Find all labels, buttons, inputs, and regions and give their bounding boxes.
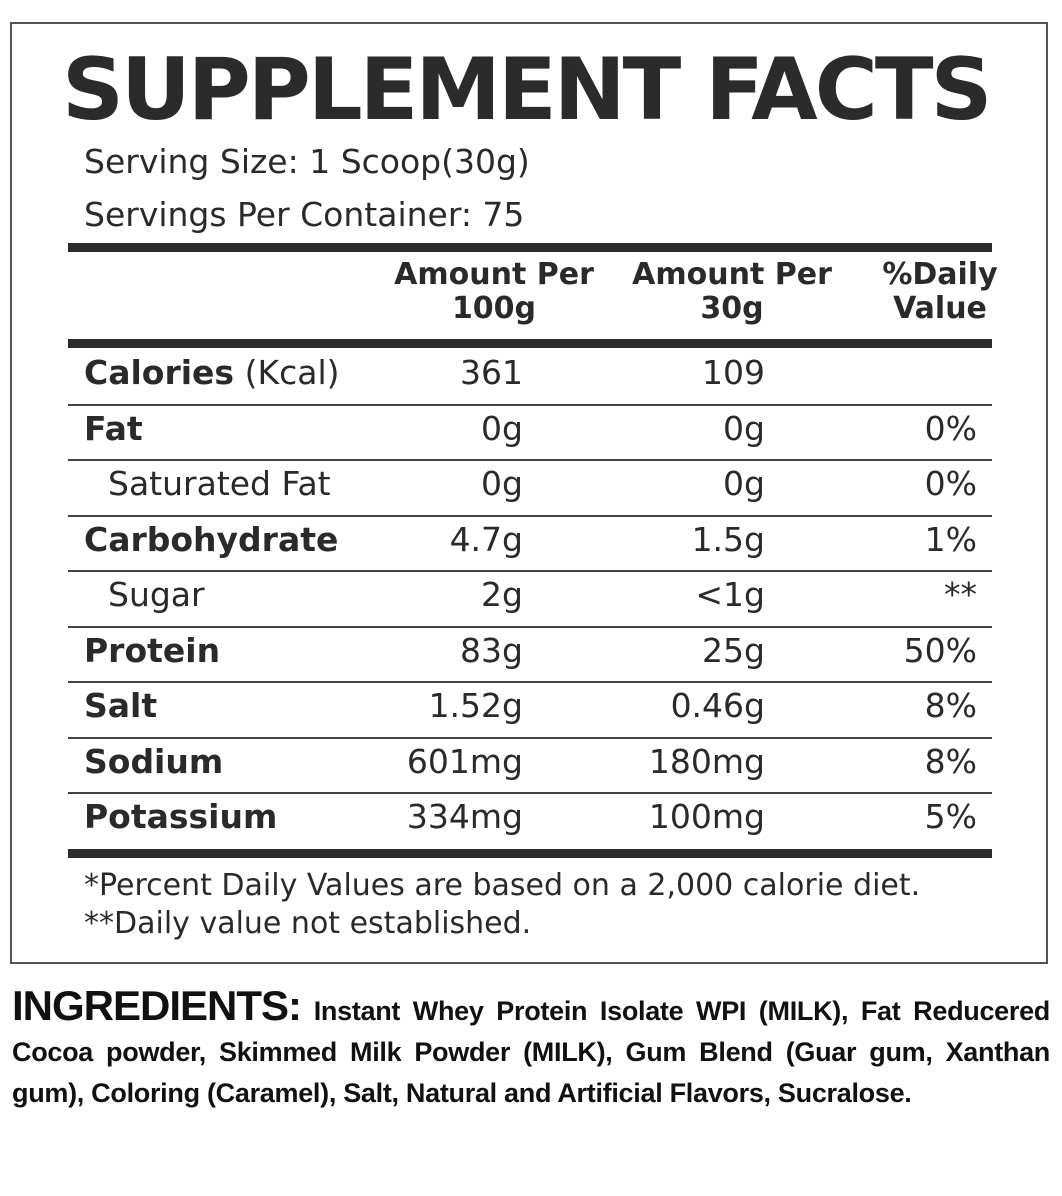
cell-value: 0%: [924, 408, 977, 448]
row-divider: [68, 459, 992, 461]
cell-value: 4.7g: [449, 519, 523, 559]
nutrient-name: Protein: [84, 630, 221, 670]
column-header-line: Amount Per: [632, 257, 832, 292]
nutrient-name: Carbohydrate: [84, 519, 339, 559]
row-label: Salt: [84, 686, 157, 726]
cell-value: 0g: [481, 408, 523, 448]
cell-value: 0g: [481, 464, 523, 503]
cell-value: 1.52g: [428, 686, 523, 725]
column-header: %Daily Value: [830, 258, 1050, 326]
column-header-line: Value: [893, 291, 987, 326]
cell-value: 334mg: [406, 797, 523, 836]
facts-panel: [10, 22, 1048, 964]
cell-value: 1.5g: [691, 519, 765, 559]
row-label: Sugar: [108, 575, 205, 615]
row-divider: [68, 792, 992, 794]
thick-rule: [68, 243, 992, 252]
row-divider: [68, 625, 992, 628]
row-label: Carbohydrate: [84, 520, 338, 560]
row-divider: [68, 681, 992, 683]
thick-rule: [68, 339, 992, 348]
nutrient-unit: (Kcal): [244, 353, 340, 392]
servings-per-container: Servings Per Container: 75: [84, 195, 525, 234]
serving-size: Serving Size: 1 Scoop(30g): [84, 142, 530, 181]
row-label: Protein: [84, 631, 220, 671]
column-header-line: 100g: [451, 291, 537, 326]
column-header: Amount Per 100g: [384, 258, 604, 326]
cell-value: 8%: [924, 741, 977, 781]
cell-value: 83g: [460, 630, 523, 670]
footnote: **Daily value not established.: [84, 906, 532, 941]
cell-value: 0g: [723, 464, 765, 503]
row-label: Sodium: [84, 742, 223, 782]
cell-value: 1%: [924, 519, 977, 559]
ingredients-text: Instant Whey Protein Isolate WPI (MILK),…: [12, 996, 1050, 1108]
row-label: Saturated Fat: [108, 464, 331, 504]
cell-value: 0g: [723, 408, 765, 448]
cell-value: 5%: [924, 797, 977, 836]
column-header-line: 30g: [700, 291, 764, 326]
cell-value: 0.46g: [670, 686, 765, 725]
cell-value: 8%: [924, 686, 977, 725]
column-header: Amount Per 30g: [622, 258, 842, 326]
ingredients-heading: INGREDIENTS:: [12, 982, 302, 1029]
thick-rule: [68, 849, 992, 858]
ingredients: INGREDIENTS: Instant Whey Protein Isolat…: [12, 985, 1050, 1114]
title: SUPPLEMENT FACTS: [62, 40, 992, 140]
cell-value: 0%: [924, 464, 977, 503]
row-label: Fat: [84, 409, 143, 449]
nutrient-name: Sugar: [108, 575, 205, 614]
cell-value: <1g: [695, 575, 765, 614]
cell-value: 25g: [702, 630, 765, 670]
row-divider: [68, 736, 992, 739]
row-divider: [68, 514, 992, 517]
column-header-line: Amount Per: [394, 257, 594, 292]
cell-value: **: [944, 575, 977, 614]
nutrient-name: Sodium: [84, 741, 224, 781]
cell-value: 361: [460, 353, 523, 392]
row-label: Calories (Kcal): [84, 353, 340, 393]
row-divider: [68, 570, 992, 572]
cell-value: 109: [702, 353, 765, 392]
cell-value: 601mg: [406, 741, 523, 781]
column-header-line: %Daily: [882, 257, 998, 292]
nutrient-name: Potassium: [84, 797, 278, 836]
row-divider: [68, 403, 992, 406]
cell-value: 2g: [481, 575, 523, 614]
row-label: Potassium: [84, 797, 277, 837]
nutrient-name: Salt: [84, 686, 158, 725]
cell-value: 100mg: [648, 797, 765, 836]
nutrient-name: Saturated Fat: [108, 464, 331, 503]
nutrient-name: Fat: [84, 408, 143, 448]
cell-value: 180mg: [648, 741, 765, 781]
cell-value: 50%: [903, 630, 977, 670]
nutrient-name: Calories: [84, 353, 235, 392]
footnote: *Percent Daily Values are based on a 2,0…: [84, 868, 921, 903]
